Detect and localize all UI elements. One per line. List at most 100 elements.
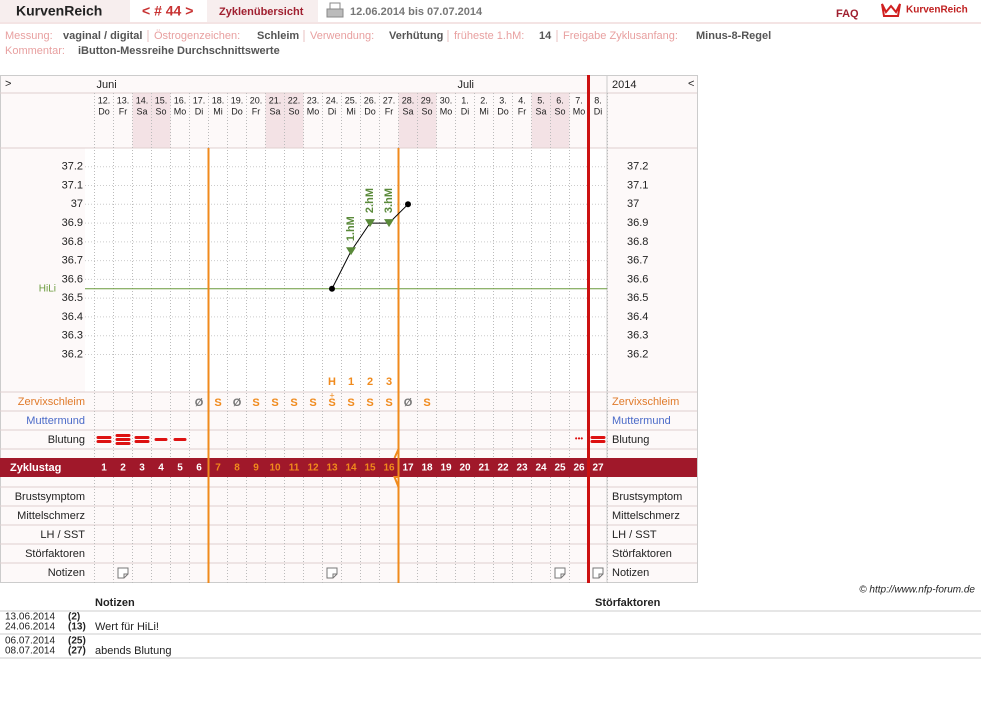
note-date: 06.07.2014 bbox=[5, 636, 55, 647]
weekend-shade bbox=[531, 93, 551, 148]
note-date: 08.07.2014 bbox=[5, 646, 55, 657]
weekday-label: Sa bbox=[402, 106, 413, 116]
row-label: Störfaktoren bbox=[25, 548, 85, 560]
faq-link[interactable]: FAQ bbox=[836, 8, 859, 20]
scroll-left[interactable]: > bbox=[5, 78, 11, 90]
note-icon[interactable] bbox=[326, 567, 338, 579]
boundary-bend bbox=[393, 448, 400, 488]
cycle-day: 16 bbox=[383, 463, 395, 474]
row-label: Notizen bbox=[612, 567, 649, 579]
note-date: 13.06.2014 bbox=[5, 612, 55, 623]
hm-label: 1.hM bbox=[345, 216, 357, 241]
date-label: 21. bbox=[269, 95, 282, 105]
temperature-point bbox=[405, 201, 411, 208]
y-tick-label: 36.9 bbox=[62, 217, 83, 229]
cycle-day: 13 bbox=[326, 463, 338, 474]
cervix-value: S bbox=[214, 397, 221, 409]
scroll-right[interactable]: < bbox=[688, 78, 694, 90]
cycle-nav[interactable]: < # 44 > bbox=[142, 3, 193, 19]
y-tick-label: 36.7 bbox=[627, 255, 648, 267]
bleeding-mark: ••• bbox=[575, 434, 584, 443]
date-label: 26. bbox=[364, 95, 377, 105]
logo-text[interactable]: KurvenReich bbox=[906, 5, 968, 16]
y-tick-label: 36.9 bbox=[627, 217, 648, 229]
cycle-day: 24 bbox=[535, 463, 547, 474]
note-day: (13) bbox=[68, 622, 86, 633]
row-label: Muttermund bbox=[26, 415, 85, 427]
date-label: 7. bbox=[575, 95, 583, 105]
info-label: Verwendung: bbox=[310, 30, 374, 42]
overview-box[interactable] bbox=[207, 0, 318, 22]
peak-label: 2 bbox=[367, 376, 373, 388]
cycle-day: 22 bbox=[497, 463, 509, 474]
print-icon[interactable] bbox=[326, 2, 344, 18]
note-icon[interactable] bbox=[592, 567, 604, 579]
cycle-day: 1 bbox=[101, 463, 107, 474]
hm-label: 3.hM bbox=[383, 188, 395, 213]
weekday-label: Mi bbox=[346, 106, 356, 116]
cycle-day: 12 bbox=[307, 463, 319, 474]
date-label: 30. bbox=[440, 95, 453, 105]
y-tick-label: 37 bbox=[71, 198, 83, 210]
row-label: Notizen bbox=[48, 567, 85, 579]
cycle-band bbox=[0, 458, 697, 477]
date-label: 4. bbox=[518, 95, 526, 105]
info-value: Minus-8-Regel bbox=[696, 30, 771, 42]
cervix-value: S bbox=[290, 397, 297, 409]
note-text: Wert für HiLi! bbox=[95, 621, 159, 633]
date-label: 22. bbox=[288, 95, 301, 105]
cycle-day: 10 bbox=[269, 463, 281, 474]
date-label: 1. bbox=[461, 95, 469, 105]
date-label: 19. bbox=[231, 95, 244, 105]
peak-label: 1 bbox=[348, 376, 354, 388]
peak-label: H bbox=[328, 376, 336, 388]
weekday-label: So bbox=[155, 106, 166, 116]
cycle-day: 7 bbox=[215, 463, 221, 474]
weekday-label: Mi bbox=[479, 106, 489, 116]
y-tick-label: 36.3 bbox=[62, 330, 83, 342]
y-tick-label: 36.8 bbox=[627, 236, 648, 248]
note-text: abends Blutung bbox=[95, 645, 171, 657]
note-day: (2) bbox=[68, 612, 80, 623]
logo-icon[interactable] bbox=[881, 3, 901, 17]
overview-link[interactable]: Zyklenübersicht bbox=[219, 6, 304, 18]
y-tick-label: 36.7 bbox=[62, 255, 83, 267]
cycle-label: Zyklustag bbox=[10, 462, 61, 474]
year: 2014 bbox=[612, 79, 636, 91]
y-tick-label: 36.6 bbox=[62, 273, 83, 285]
weekday-label: Di bbox=[195, 106, 204, 116]
info-label: Freigabe Zyklusanfang: bbox=[563, 30, 678, 42]
row-label: Muttermund bbox=[612, 415, 671, 427]
note-icon[interactable] bbox=[554, 567, 566, 579]
cycle-day: 19 bbox=[440, 463, 452, 474]
cycle-day: 6 bbox=[196, 463, 202, 474]
weekday-label: Fr bbox=[119, 106, 128, 116]
cervix-value: S bbox=[366, 397, 373, 409]
date-label: 27. bbox=[383, 95, 396, 105]
weekday-label: Do bbox=[231, 106, 243, 116]
date-label: 20. bbox=[250, 95, 263, 105]
row-label: Zervixschleim bbox=[18, 396, 85, 408]
weekday-label: Do bbox=[364, 106, 376, 116]
plot-area bbox=[85, 148, 607, 392]
date-label: 12. bbox=[98, 95, 111, 105]
weekend-shade bbox=[265, 93, 285, 148]
weekday-label: Di bbox=[461, 106, 470, 116]
cervix-value: S bbox=[347, 397, 354, 409]
date-label: 29. bbox=[421, 95, 434, 105]
date-label: 3. bbox=[499, 95, 507, 105]
note-icon[interactable] bbox=[117, 567, 129, 579]
weekend-shade bbox=[550, 93, 570, 148]
month-label: Juni bbox=[97, 79, 117, 91]
cervix-mark: + bbox=[329, 390, 334, 400]
date-label: 25. bbox=[345, 95, 358, 105]
table-header: Störfaktoren bbox=[595, 597, 661, 609]
date-range: 12.06.2014 bis 07.07.2014 bbox=[350, 6, 483, 18]
weekday-label: Sa bbox=[535, 106, 546, 116]
chart: 12.DoJuni13.Fr14.Sa15.So16.Mo17.Di18.Mi1… bbox=[0, 75, 697, 583]
date-label: 13. bbox=[117, 95, 130, 105]
y-tick-label: 37.1 bbox=[62, 179, 83, 191]
y-tick-label: 37.2 bbox=[62, 161, 83, 173]
brand: KurvenReich bbox=[16, 3, 102, 19]
table-header: Notizen bbox=[95, 597, 135, 609]
